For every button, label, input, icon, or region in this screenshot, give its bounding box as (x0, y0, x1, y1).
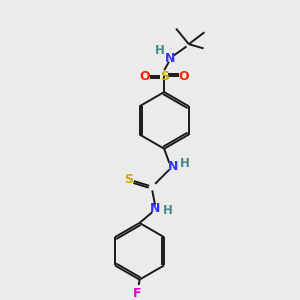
Text: H: H (155, 44, 165, 58)
Text: N: N (150, 202, 160, 215)
Text: O: O (179, 70, 189, 83)
Text: N: N (165, 52, 176, 65)
Text: S: S (124, 172, 133, 185)
Text: N: N (167, 160, 178, 173)
Text: H: H (180, 157, 190, 170)
Text: O: O (139, 70, 150, 83)
Text: F: F (133, 287, 142, 300)
Text: H: H (163, 204, 172, 217)
Text: S: S (160, 70, 169, 83)
